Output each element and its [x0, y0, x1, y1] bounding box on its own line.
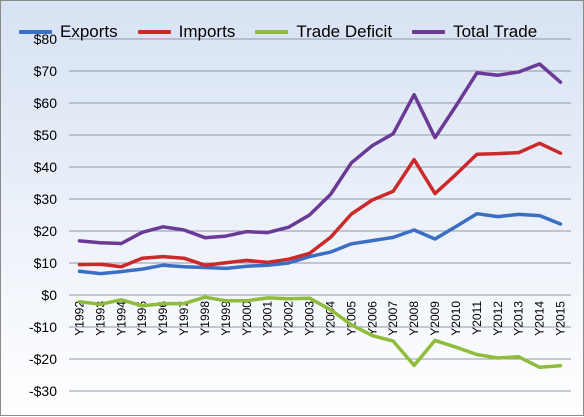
legend-item-trade-deficit: Trade Deficit: [255, 22, 392, 42]
legend-swatch-total-trade: [412, 30, 446, 34]
series-line-imports: [77, 141, 563, 269]
y-tick-label: $40: [34, 159, 58, 175]
x-tick-label: Y2012: [491, 301, 505, 336]
legend-label-exports: Exports: [60, 22, 118, 41]
x-tick-label: Y2014: [533, 301, 547, 336]
x-tick-label: Y1995: [135, 301, 149, 336]
y-tick-label: $10: [34, 255, 58, 271]
legend-swatch-trade-deficit: [255, 30, 289, 34]
legend-label-imports: Imports: [178, 22, 236, 41]
y-tick-label: $80: [34, 31, 58, 47]
x-tick-label: Y2007: [386, 301, 400, 336]
legend-swatch-exports: [19, 30, 52, 34]
y-tick-label: -$20: [29, 351, 57, 367]
series-line-exports: [77, 211, 563, 276]
y-tick-label: -$30: [29, 383, 57, 399]
x-tick-label: Y1996: [156, 301, 170, 336]
y-tick-label: $60: [34, 95, 58, 111]
x-tick-label: Y2009: [428, 301, 442, 336]
legend-swatch-imports: [137, 30, 171, 34]
series-line-total-trade: [77, 62, 563, 246]
x-tick-label: Y1997: [177, 301, 191, 336]
y-tick-label: $70: [34, 63, 58, 79]
y-tick-label: -$10: [29, 319, 57, 335]
x-tick-label: Y2008: [407, 301, 421, 336]
y-tick-label: $0: [41, 287, 57, 303]
legend: Exports Imports Trade Deficit Total Trad…: [19, 21, 557, 43]
x-tick-label: Y1994: [114, 301, 128, 336]
legend-label-total-trade: Total Trade: [453, 22, 538, 41]
legend-item-imports: Imports: [137, 22, 236, 42]
x-tick-label: Y2002: [282, 301, 296, 336]
y-tick-label: $50: [34, 127, 58, 143]
x-tick-label: Y1999: [219, 301, 233, 336]
x-tick-label: Y2005: [344, 301, 358, 336]
x-tick-label: Y1998: [198, 301, 212, 336]
x-tick-label: Y2001: [261, 301, 275, 336]
x-tick-label: Y1992: [72, 301, 86, 336]
x-tick-label: Y2010: [449, 301, 463, 336]
legend-item-total-trade: Total Trade: [412, 22, 537, 42]
y-tick-label: $30: [34, 191, 58, 207]
x-tick-label: Y2015: [554, 301, 568, 336]
x-tick-label: Y2000: [240, 301, 254, 336]
x-tick-label: Y2003: [303, 301, 317, 336]
legend-item-exports: Exports: [19, 22, 118, 42]
legend-label-trade-deficit: Trade Deficit: [296, 22, 393, 41]
series-line-trade-deficit: [77, 295, 563, 370]
x-tick-label: Y2013: [512, 301, 526, 336]
x-tick-label: Y1993: [93, 301, 107, 336]
y-tick-label: $20: [34, 223, 58, 239]
x-tick-label: Y2011: [470, 301, 484, 335]
x-tick-label: Y2006: [365, 301, 379, 336]
